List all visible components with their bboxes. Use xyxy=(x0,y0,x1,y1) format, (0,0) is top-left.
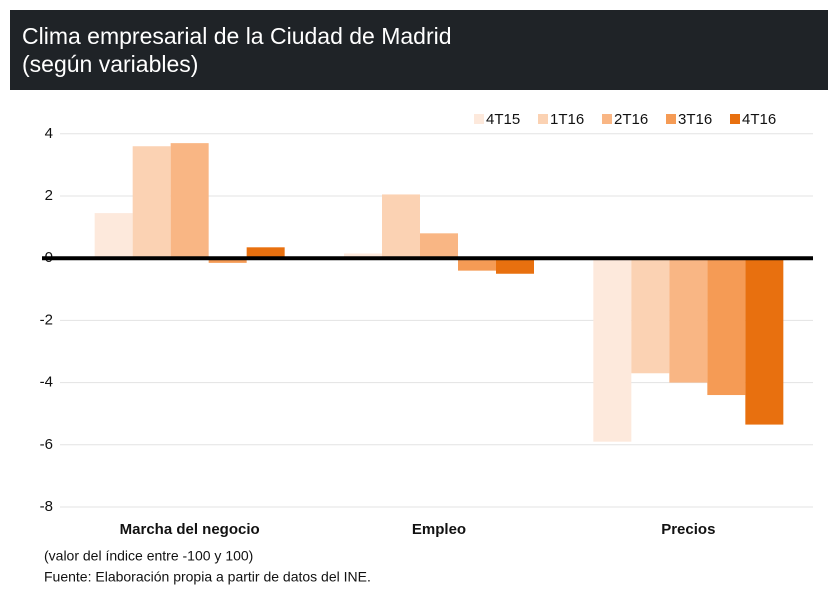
chart-title: Clima empresarial de la Ciudad de Madrid xyxy=(22,23,452,49)
x-tick-label: Empleo xyxy=(412,521,466,538)
x-tick-label: Marcha del negocio xyxy=(120,521,260,538)
y-tick-label: -4 xyxy=(40,374,53,391)
bar xyxy=(170,143,209,259)
note: Fuente: Elaboración propia a partir de d… xyxy=(44,569,371,585)
header-band xyxy=(10,10,828,90)
legend-swatch xyxy=(474,114,484,124)
bar xyxy=(420,233,458,259)
bar xyxy=(208,258,247,263)
y-tick-label: -8 xyxy=(40,498,53,515)
bar xyxy=(496,258,534,274)
legend-label: 2T16 xyxy=(614,111,648,128)
legend-swatch xyxy=(666,114,676,124)
y-tick-label: 2 xyxy=(45,187,53,204)
legend-swatch xyxy=(602,114,612,124)
bar xyxy=(382,194,420,259)
x-tick-label: Precios xyxy=(661,521,715,538)
y-tick-label: 4 xyxy=(45,125,53,142)
legend-swatch xyxy=(538,114,548,124)
bar xyxy=(94,213,133,259)
y-tick-label: -6 xyxy=(40,436,53,453)
legend-swatch xyxy=(730,114,740,124)
legend-label: 4T15 xyxy=(486,111,520,128)
bar xyxy=(707,258,746,396)
bar xyxy=(669,258,708,383)
note: (valor del índice entre -100 y 100) xyxy=(44,548,253,564)
bar xyxy=(745,258,784,425)
legend-label: 1T16 xyxy=(550,111,584,128)
bar xyxy=(246,247,285,259)
chart-subtitle: (según variables) xyxy=(22,51,198,77)
legend-label: 4T16 xyxy=(742,111,776,128)
bar xyxy=(593,258,632,442)
y-tick-label: -2 xyxy=(40,311,53,328)
bar xyxy=(458,258,496,271)
legend-label: 3T16 xyxy=(678,111,712,128)
bar xyxy=(132,146,171,259)
bar xyxy=(344,253,382,259)
bar xyxy=(631,258,670,374)
